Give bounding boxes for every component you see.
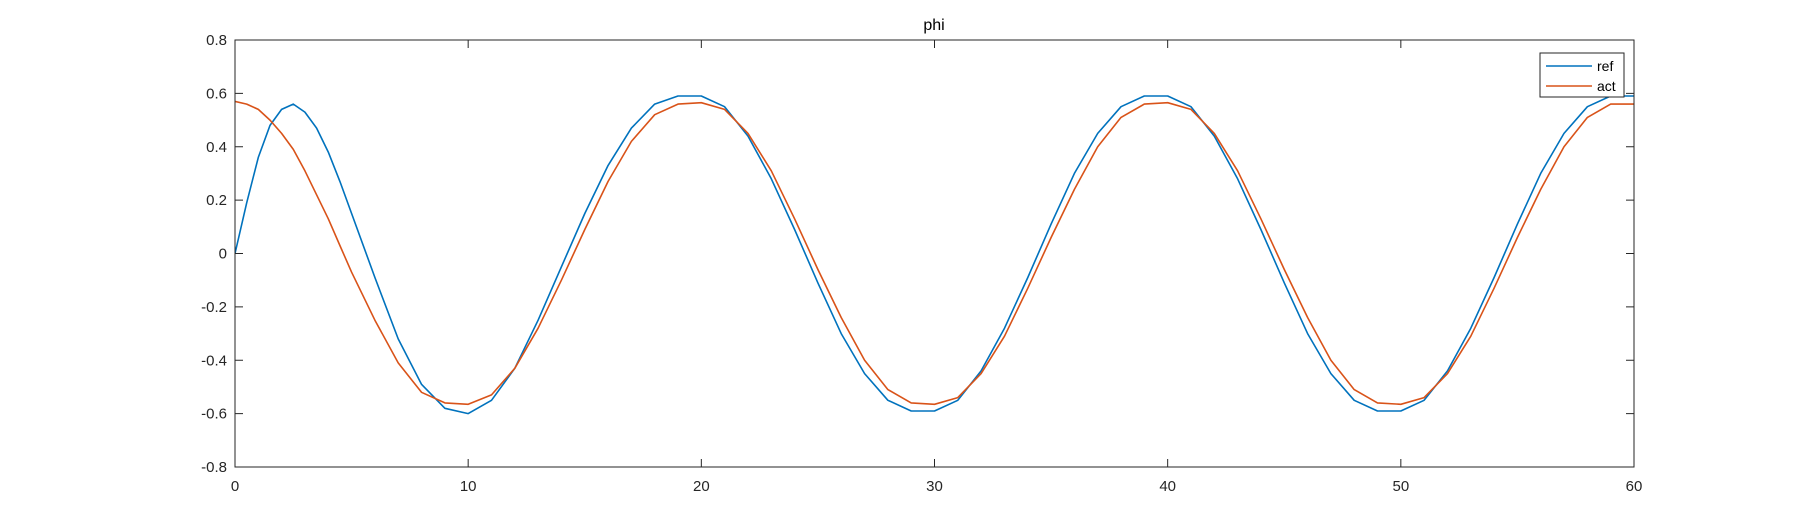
chart-title: phi <box>923 17 944 34</box>
x-tick-label: 60 <box>1626 478 1643 495</box>
x-tick-label: 30 <box>926 478 943 495</box>
y-tick-label: 0.2 <box>206 192 227 209</box>
series-line-ref <box>235 95 1634 415</box>
x-tick-label: 20 <box>693 478 710 495</box>
y-tick-label: -0.2 <box>201 299 227 316</box>
legend-box <box>1539 52 1625 98</box>
y-tick-label: -0.6 <box>201 406 227 423</box>
legend: ref act <box>1539 52 1625 98</box>
series-layer <box>235 95 1634 415</box>
y-tick-label: 0 <box>219 246 227 263</box>
axes-layer: 0 10 20 30 40 50 60 0.8 0.6 0.4 0.2 0 -0.2 -0.4 -0.6 -0… <box>201 32 1642 495</box>
x-tick-label: 0 <box>231 478 239 495</box>
x-tick-label: 10 <box>460 478 477 495</box>
y-tick-label: 0.8 <box>206 32 227 49</box>
y-tick-label: -0.4 <box>201 352 227 369</box>
y-tick-label: 0.6 <box>206 85 227 102</box>
x-tick-label: 40 <box>1159 478 1176 495</box>
legend-label-act: act <box>1597 78 1616 94</box>
y-tick-label: -0.8 <box>201 459 227 476</box>
legend-label-ref: ref <box>1597 58 1613 74</box>
y-tick-label: 0.4 <box>206 139 227 156</box>
x-tick-label: 50 <box>1392 478 1409 495</box>
series-line-act <box>235 100 1634 406</box>
